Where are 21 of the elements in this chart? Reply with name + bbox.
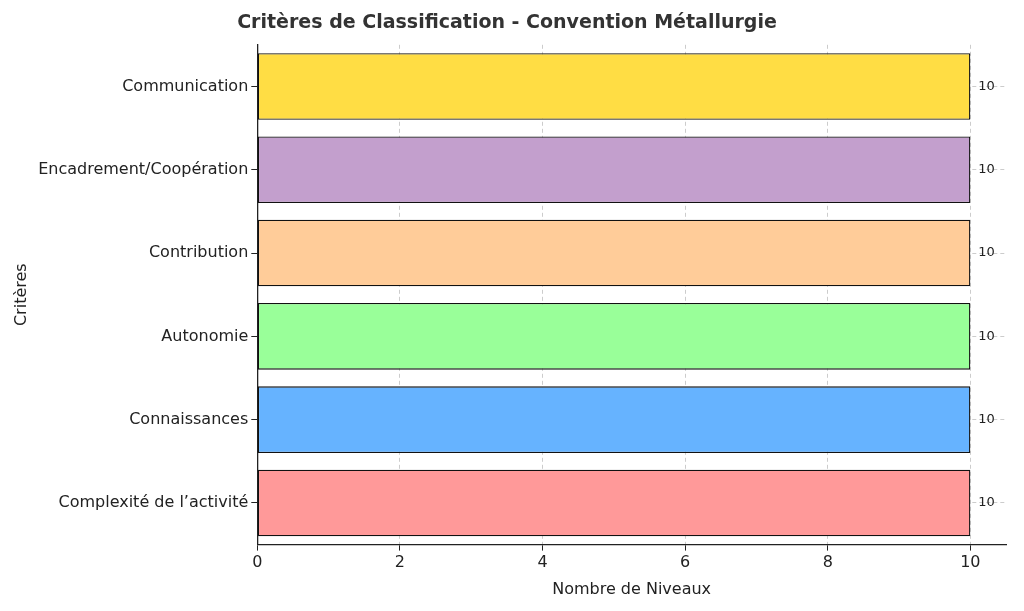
x-axis-title: Nombre de Niveaux bbox=[552, 578, 712, 598]
x-tick-label: 2 bbox=[394, 552, 405, 572]
x-tick-label: 8 bbox=[822, 552, 833, 572]
data-label: 10 bbox=[978, 411, 995, 427]
y-tick-label: Autonomie bbox=[161, 325, 249, 345]
x-tick-label: 0 bbox=[252, 552, 263, 572]
y-tick-label: Contribution bbox=[148, 242, 249, 262]
y-axis-title: Critères bbox=[10, 263, 30, 327]
y-tick-label: Complexité de l’activité bbox=[58, 492, 249, 512]
x-tick-label: 10 bbox=[960, 552, 981, 572]
chart-title: Critères de Classification - Convention Métallurgie bbox=[237, 10, 777, 33]
x-tick-label: 6 bbox=[680, 552, 691, 572]
data-label: 10 bbox=[978, 161, 995, 177]
data-label: 10 bbox=[978, 244, 995, 260]
data-label: 10 bbox=[978, 327, 995, 343]
data-label: 10 bbox=[978, 494, 995, 510]
data-label: 10 bbox=[978, 77, 995, 93]
y-tick-label: Encadrement/Coopération bbox=[38, 158, 249, 178]
x-tick-label: 4 bbox=[537, 552, 548, 572]
y-tick-label: Communication bbox=[122, 75, 249, 95]
y-tick-label: Connaissances bbox=[129, 408, 249, 428]
